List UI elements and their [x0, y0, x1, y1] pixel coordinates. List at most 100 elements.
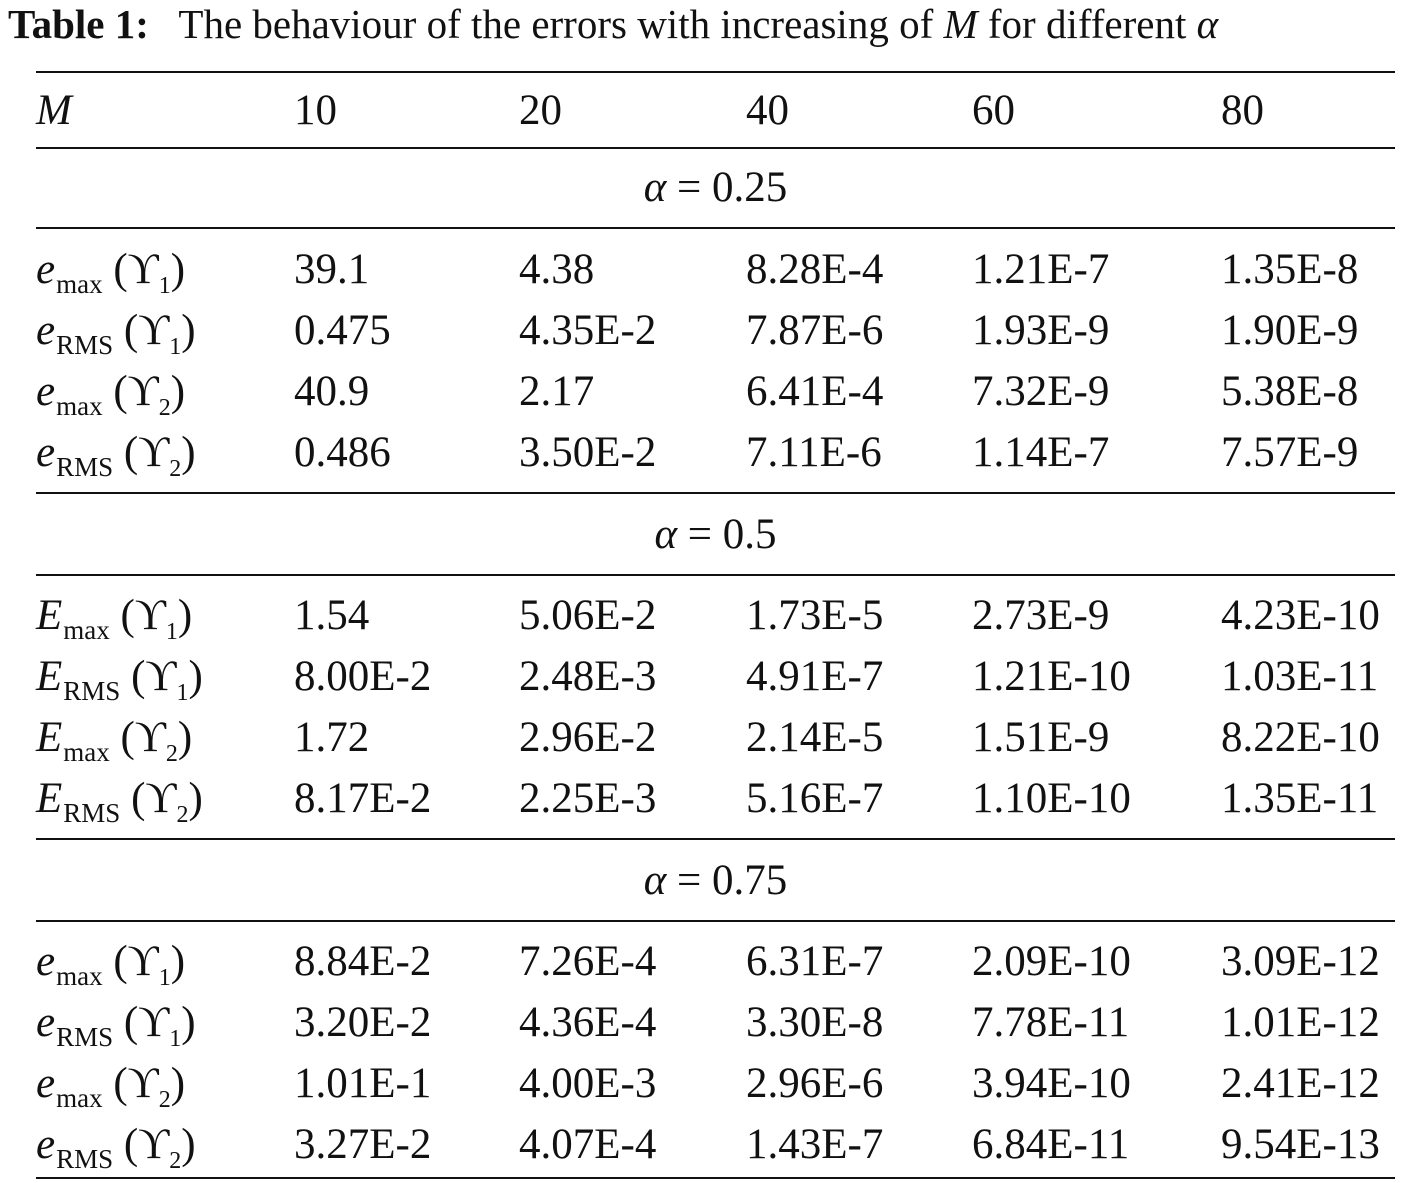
table-cell: 1.93E-9: [972, 307, 1110, 354]
caption-var-m: M: [943, 1, 978, 47]
error-sub: RMS: [56, 1144, 114, 1174]
table-cell: 2.96E-6: [746, 1060, 884, 1107]
table-cell: 40.9: [294, 368, 370, 415]
caption-text-middle: for different: [987, 1, 1187, 47]
table-cell: 6.84E-11: [972, 1121, 1130, 1168]
table-cell: 7.11E-6: [746, 429, 882, 476]
alpha-symbol: α: [643, 857, 667, 904]
error-sub: RMS: [56, 330, 114, 360]
table-row: Emax (ϒ2) 1.72 2.96E-2 2.14E-5 1.51E-9 8…: [36, 713, 1395, 767]
table-cell: 3.30E-8: [746, 999, 884, 1046]
caption-text-before: The behaviour of the errors with increas…: [178, 1, 934, 47]
error-sub: max: [56, 391, 103, 421]
error-letter: e: [36, 246, 56, 293]
table-cell: 2.17: [519, 368, 595, 415]
row-label: eRMS (ϒ2): [36, 1121, 196, 1174]
caption-var-alpha: α: [1196, 1, 1219, 47]
table-cell: 8.84E-2: [294, 938, 432, 985]
table-row: eRMS (ϒ2) 3.27E-2 4.07E-4 1.43E-7 6.84E-…: [36, 1120, 1395, 1174]
header-col: 10: [294, 87, 337, 134]
table-cell: 9.54E-13: [1221, 1121, 1380, 1168]
table-cell: 8.22E-10: [1221, 714, 1380, 761]
alpha-value: 0.75: [712, 857, 788, 904]
upsilon-symbol: ϒ: [138, 429, 170, 476]
table-cell: 2.25E-3: [519, 775, 657, 822]
table-cell: 7.78E-11: [972, 999, 1130, 1046]
error-sub: RMS: [56, 1022, 114, 1052]
table-cell: 2.73E-9: [972, 592, 1110, 639]
error-sub: RMS: [56, 452, 114, 482]
table-caption: Table 1: The behaviour of the errors wit…: [8, 2, 1421, 46]
section-heading-alpha-025: α = 0.25: [36, 163, 1395, 213]
table-cell: 2.14E-5: [746, 714, 884, 761]
section-heading-alpha-05: α = 0.5: [36, 510, 1395, 560]
table-cell: 8.17E-2: [294, 775, 432, 822]
table-cell: 1.03E-11: [1221, 653, 1379, 700]
table-cell: 7.26E-4: [519, 938, 657, 985]
table-cell: 1.54: [294, 592, 370, 639]
row-label: emax (ϒ1): [36, 246, 186, 299]
table-cell: 1.72: [294, 714, 370, 761]
table-cell: 4.35E-2: [519, 307, 657, 354]
table-cell: 2.41E-12: [1221, 1060, 1380, 1107]
table-cell: 5.38E-8: [1221, 368, 1359, 415]
table-row: ERMS (ϒ2) 8.17E-2 2.25E-3 5.16E-7 1.10E-…: [36, 774, 1395, 828]
upsilon-sub: 2: [176, 802, 189, 828]
table-row: emax (ϒ1) 39.1 4.38 8.28E-4 1.21E-7 1.35…: [36, 245, 1395, 299]
header-bottom-rule: [36, 147, 1395, 149]
upsilon-symbol: ϒ: [138, 1121, 170, 1168]
equals-sign: =: [687, 511, 713, 558]
table-cell: 3.94E-10: [972, 1060, 1131, 1107]
table-cell: 1.21E-7: [972, 246, 1110, 293]
header-col: 60: [972, 87, 1015, 134]
section-rule: [36, 920, 1395, 922]
error-sub: max: [56, 269, 103, 299]
row-label: Emax (ϒ2): [36, 714, 193, 767]
row-label: emax (ϒ1): [36, 938, 186, 991]
error-sub: RMS: [63, 798, 121, 828]
upsilon-symbol: ϒ: [138, 307, 170, 354]
error-letter: E: [36, 653, 63, 700]
upsilon-sub: 2: [158, 395, 171, 421]
table-cell: 4.23E-10: [1221, 592, 1380, 639]
table-cell: 39.1: [294, 246, 370, 293]
table-cell: 4.07E-4: [519, 1121, 657, 1168]
table-row: eRMS (ϒ2) 0.486 3.50E-2 7.11E-6 1.14E-7 …: [36, 428, 1395, 482]
section-rule: [36, 227, 1395, 229]
table-cell: 1.21E-10: [972, 653, 1131, 700]
table-cell: 8.00E-2: [294, 653, 432, 700]
equals-sign: =: [677, 164, 702, 211]
equals-sign: =: [677, 857, 702, 904]
upsilon-symbol: ϒ: [127, 368, 159, 415]
error-letter: e: [36, 368, 56, 415]
table-cell: 1.73E-5: [746, 592, 884, 639]
error-letter: e: [36, 999, 56, 1046]
row-label: ERMS (ϒ1): [36, 653, 203, 706]
error-letter: e: [36, 1121, 56, 1168]
table-row: eRMS (ϒ1) 3.20E-2 4.36E-4 3.30E-8 7.78E-…: [36, 998, 1395, 1052]
table-cell: 6.31E-7: [746, 938, 884, 985]
upsilon-symbol: ϒ: [127, 1060, 159, 1107]
table-cell: 1.35E-11: [1221, 775, 1379, 822]
alpha-value: 0.5: [722, 511, 777, 558]
table-cell: 0.475: [294, 307, 391, 354]
section-rule: [36, 492, 1395, 494]
upsilon-sub: 2: [158, 1087, 171, 1113]
row-label: Emax (ϒ1): [36, 592, 193, 645]
table-cell: 1.14E-7: [972, 429, 1110, 476]
row-label: emax (ϒ2): [36, 1060, 186, 1113]
upsilon-sub: 1: [169, 334, 182, 360]
table-cell: 8.28E-4: [746, 246, 884, 293]
section-rule: [36, 574, 1395, 576]
header-col: 20: [519, 87, 562, 134]
table-row: eRMS (ϒ1) 0.475 4.35E-2 7.87E-6 1.93E-9 …: [36, 306, 1395, 360]
table-cell: 2.96E-2: [519, 714, 657, 761]
upsilon-symbol: ϒ: [127, 246, 159, 293]
table-cell: 4.36E-4: [519, 999, 657, 1046]
error-letter: E: [36, 592, 63, 639]
upsilon-sub: 1: [158, 273, 171, 299]
error-sub: max: [63, 737, 110, 767]
header-col: 80: [1221, 87, 1264, 134]
error-letter: e: [36, 1060, 56, 1107]
upsilon-sub: 2: [169, 1148, 182, 1174]
